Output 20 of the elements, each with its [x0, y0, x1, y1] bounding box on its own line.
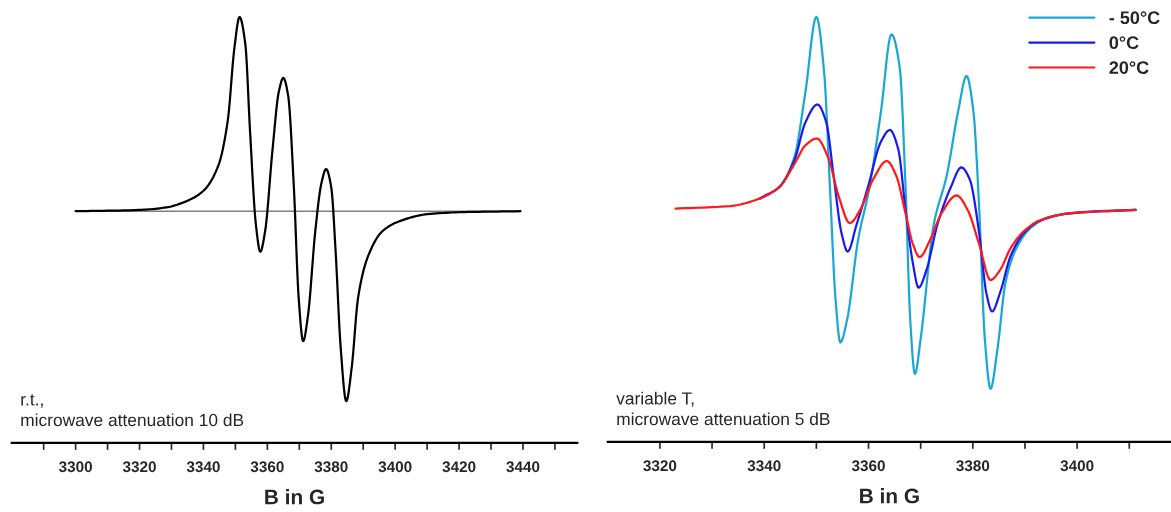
x-axis-title: B in G — [265, 489, 324, 505]
legend-label: - 50°C — [1109, 11, 1160, 25]
x-tick-label: 3340 — [186, 461, 220, 473]
x-tick-label: 3440 — [506, 461, 540, 473]
annotation: r.t., microwave attenuation 10 dB — [21, 394, 244, 427]
x-tick-label: 3360 — [250, 461, 284, 473]
x-tick-label: 3400 — [378, 461, 412, 473]
x-tick-label: 3400 — [1060, 460, 1094, 472]
x-tick-label: 3360 — [851, 460, 885, 472]
x-tick-label: 3320 — [643, 460, 677, 472]
x-tick-label: 3380 — [314, 461, 348, 473]
x-axis-title: B in G — [860, 488, 919, 504]
legend-label: 0°C — [1109, 36, 1139, 50]
annotation: variable T, microwave attenuation 5 dB — [616, 391, 830, 426]
x-tick-label: 3380 — [956, 460, 990, 472]
x-tick-label: 3320 — [122, 461, 156, 473]
x-tick-label: 3300 — [58, 461, 92, 473]
legend-label: 20°C — [1109, 61, 1149, 75]
x-tick-label: 3420 — [442, 461, 476, 473]
x-tick-label: 3340 — [747, 460, 781, 472]
